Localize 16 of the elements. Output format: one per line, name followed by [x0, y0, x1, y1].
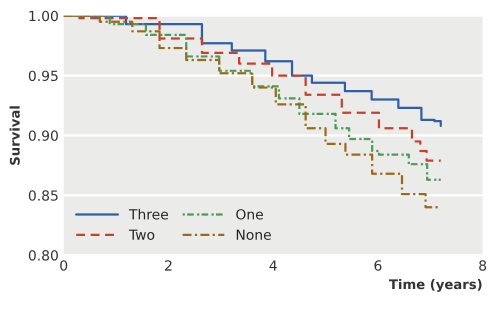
x-tick-label: 6 [374, 260, 382, 271]
y-tick-label: 0.85 [28, 190, 58, 201]
y-tick-label: 0.95 [28, 70, 58, 82]
y-tick-label: 0.80 [28, 250, 58, 261]
x-axis-title: Time (years) [389, 279, 482, 292]
x-tick-label: 2 [165, 260, 172, 271]
legend-label: Two [128, 230, 154, 240]
legend-label: One [236, 209, 263, 220]
y-tick-label: 1.00 [29, 10, 58, 22]
y-tick-label: 0.90 [28, 130, 58, 141]
x-tick-label: 4 [269, 260, 277, 271]
y-axis-title: Survival [10, 106, 20, 165]
x-tick-label: 8 [479, 260, 486, 271]
x-tick-label: 0 [60, 260, 68, 271]
legend-label: Three [128, 208, 168, 220]
legend-label: None [236, 230, 271, 240]
